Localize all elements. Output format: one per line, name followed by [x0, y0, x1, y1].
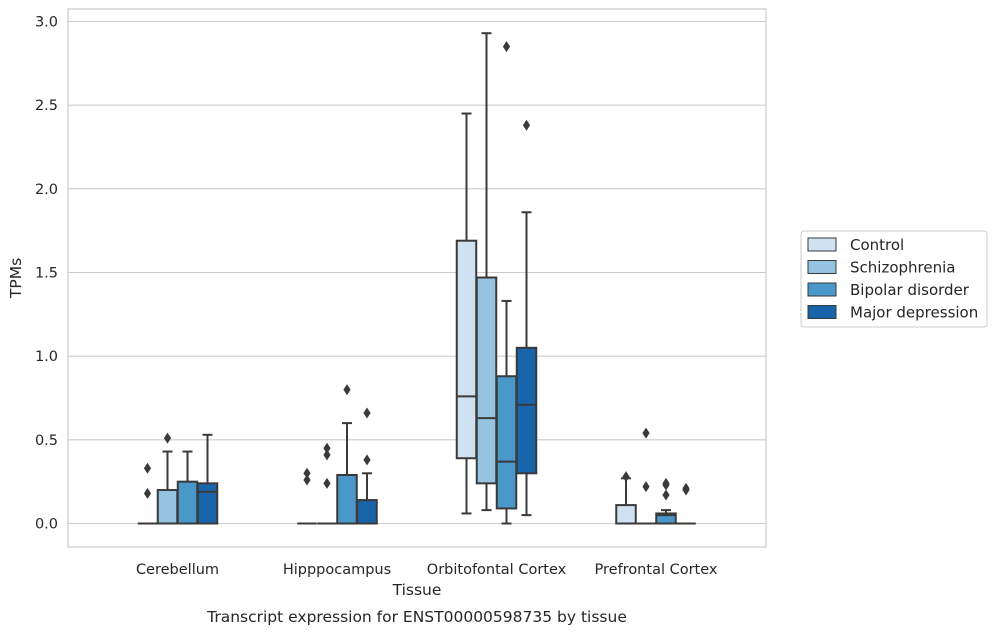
x-tick-labels: Cerebellum Hipppocampus Orbitofontal Corte… — [136, 562, 718, 578]
outlier-point — [502, 41, 511, 53]
outlier-point — [662, 489, 670, 501]
box-body — [176, 480, 199, 525]
legend-label: Control — [850, 236, 904, 254]
plot-area-frame — [67, 8, 767, 548]
outlier-point — [143, 462, 152, 474]
legend-entry: Control — [807, 236, 904, 254]
box-body — [475, 276, 498, 485]
box — [317, 442, 337, 525]
box-body — [156, 489, 179, 525]
box — [475, 32, 498, 512]
legend-label: Schizophrenia — [850, 259, 955, 277]
y-tick-labels: 0.0 0.5 1.0 1.5 2.0 2.5 3.0 — [35, 15, 58, 533]
legend-swatch — [807, 282, 837, 297]
series-bipolar-disorder — [176, 41, 677, 525]
x-tick-label: Cerebellum — [136, 562, 219, 578]
y-tick-label: 0.0 — [35, 517, 58, 533]
outlier-point — [682, 484, 690, 496]
box — [655, 477, 677, 525]
box — [297, 467, 317, 525]
y-tick-label: 1.0 — [35, 349, 58, 365]
y-tick-label: 1.5 — [35, 266, 58, 282]
outlier-point — [323, 449, 331, 461]
outlier-point — [323, 477, 331, 489]
legend-entry: Schizophrenia — [807, 259, 955, 277]
outlier-point — [622, 471, 630, 483]
box-body — [655, 512, 677, 525]
box-body — [495, 375, 518, 510]
box-body — [336, 473, 358, 525]
outlier-point — [163, 432, 172, 444]
legend-swatch — [807, 260, 837, 274]
box — [515, 119, 538, 517]
box — [636, 427, 656, 525]
box-series — [137, 32, 696, 525]
y-tick-label: 2.5 — [35, 98, 58, 114]
box — [137, 462, 158, 525]
y-axis-label: TPMs — [7, 258, 25, 299]
outlier-point — [343, 384, 351, 396]
outlier-point — [303, 474, 311, 486]
y-tick-label: 2.0 — [35, 182, 58, 198]
box-body — [455, 239, 478, 460]
chart-caption: Transcript expression for ENST0000059873… — [206, 608, 627, 626]
box-body — [615, 504, 637, 525]
box — [615, 471, 637, 525]
box — [356, 407, 378, 525]
legend-frame — [800, 230, 988, 328]
outlier-point — [303, 467, 311, 479]
legend-label: Bipolar disorder — [850, 281, 970, 299]
series-schizophrenia — [156, 32, 656, 525]
outlier-point — [363, 454, 371, 466]
outlier-point — [642, 481, 650, 493]
outlier-point — [642, 427, 650, 439]
outlier-point — [323, 442, 331, 454]
legend-label: Major depression — [850, 304, 978, 322]
legend-entry: Bipolar disorder — [807, 281, 970, 299]
legend: Control Schizophrenia Bipolar disorder Majo… — [800, 230, 988, 328]
outlier-point — [662, 479, 670, 491]
box — [676, 482, 696, 525]
outlier-point — [522, 119, 531, 131]
legend-swatch — [807, 305, 837, 319]
box — [336, 384, 358, 525]
x-axis-label: Tissue — [392, 581, 442, 599]
y-tick-label: 0.5 — [35, 433, 58, 449]
box-body — [356, 499, 378, 525]
box — [196, 433, 219, 525]
box-body — [515, 346, 538, 475]
x-tick-label: Orbitofontal Cortex — [427, 562, 567, 578]
legend-swatch — [807, 237, 837, 252]
legend-entry: Major depression — [807, 304, 978, 322]
outlier-point — [143, 487, 152, 499]
box — [176, 450, 199, 525]
box — [156, 432, 179, 525]
box-body — [196, 482, 219, 525]
x-tick-label: Prefrontal Cortex — [595, 562, 718, 578]
outlier-point — [363, 407, 371, 419]
series-major-depression — [196, 119, 696, 525]
x-tick-label: Hipppocampus — [283, 562, 391, 578]
grid-lines — [68, 20, 766, 525]
y-tick-label: 3.0 — [35, 15, 58, 31]
